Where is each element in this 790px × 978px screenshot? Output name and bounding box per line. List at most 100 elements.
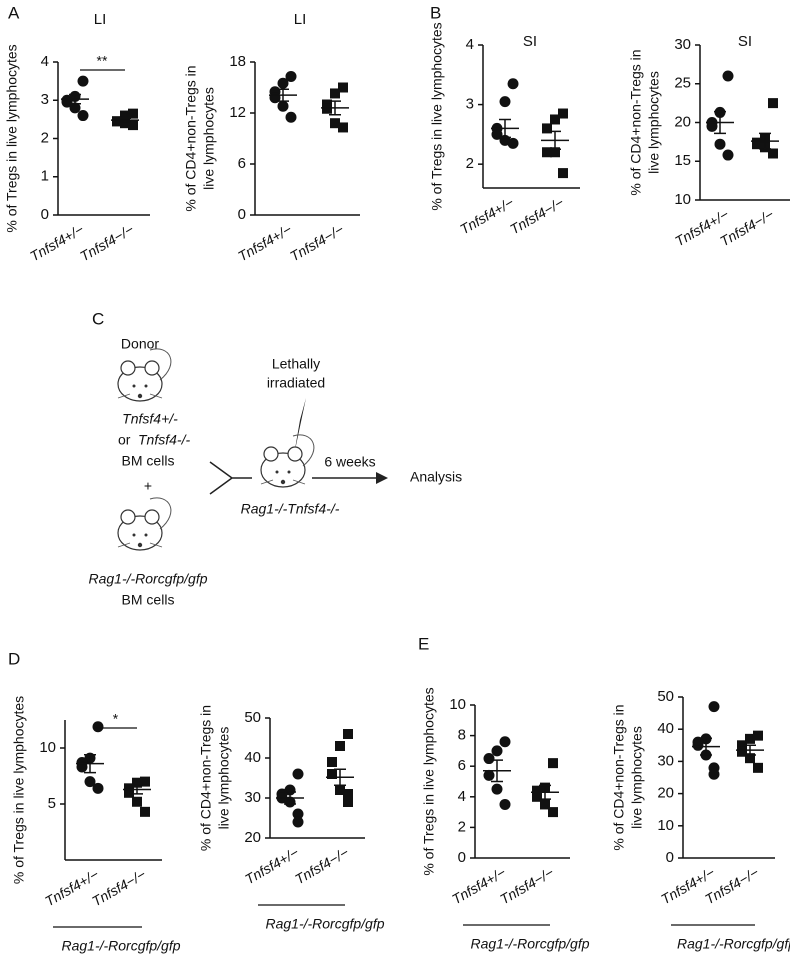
mouse-icon (260, 434, 315, 488)
data-point (277, 100, 289, 112)
error-bar (277, 88, 289, 102)
y-tick-label: 4 (458, 788, 466, 805)
x-tick-label: Tnfsf4+/− (449, 864, 508, 907)
data-point (140, 776, 150, 787)
data-point (292, 816, 304, 828)
data-point (558, 108, 568, 119)
y-tick-label: 0 (41, 206, 49, 223)
group-label: Rag1-/-Rorcgfp/gfp (470, 936, 589, 952)
significance-label: ** (97, 53, 108, 69)
mouse-icon (117, 348, 172, 402)
chart-title: LI (94, 11, 107, 28)
error-bar (284, 791, 296, 805)
data-point (692, 739, 704, 751)
error-bar (119, 117, 131, 123)
data-point (708, 768, 720, 780)
data-point (330, 88, 340, 99)
y-tick-label: 5 (48, 795, 56, 812)
y-axis-label: % of Tregs in live lymphocytes (11, 696, 27, 884)
y-axis-label: % of CD4+non-Tregs in (183, 65, 199, 211)
data-point (753, 762, 763, 773)
data-point (714, 138, 726, 150)
diagram-text: Rag1-/-Tnfsf4-/- (241, 501, 340, 517)
y-tick-label: 6 (458, 757, 466, 774)
chart: 0 10 20 30 40 50 % of CD4+non-Tregs in live lym… (611, 688, 790, 952)
y-tick-label: 4 (466, 36, 474, 53)
error-bar (759, 132, 771, 150)
x-tick-label: Tnfsf4+/− (235, 221, 294, 264)
group-label: Rag1-/-Rorcgfp/gfp (61, 938, 180, 954)
chart: 10 15 20 25 30 % of CD4+non-Tregs in live lymp… (628, 33, 790, 249)
data-point (550, 147, 560, 158)
y-axis-label: live lymphocytes (629, 726, 645, 829)
data-point (338, 82, 348, 93)
data-point (558, 168, 568, 179)
error-bar (84, 753, 96, 774)
y-tick-label: 8 (458, 727, 466, 744)
syringe-icon (294, 398, 306, 455)
data-point (532, 791, 542, 802)
data-point (343, 797, 353, 807)
data-point (338, 122, 348, 133)
data-point (128, 108, 138, 119)
data-point (491, 783, 503, 795)
diagram-text: Rag1-/-Rorcgfp/gfp (88, 571, 207, 587)
data-point (507, 78, 519, 90)
y-tick-label: 30 (657, 752, 674, 769)
data-point (277, 77, 289, 89)
x-tick-label: Tnfsf4−/− (507, 194, 566, 237)
data-point (737, 746, 747, 757)
data-point (285, 70, 297, 82)
y-tick-label: 4 (41, 53, 49, 70)
y-tick-label: 20 (244, 829, 261, 846)
chart-title: SI (523, 33, 537, 50)
data-point (292, 808, 304, 820)
diagram-text: + (144, 478, 152, 494)
data-point (550, 114, 560, 125)
y-tick-label: 50 (657, 688, 674, 705)
data-point (84, 776, 96, 788)
data-point (499, 798, 511, 810)
data-point (140, 806, 150, 817)
x-tick-label: Tnfsf4+/− (27, 221, 86, 264)
chart: 0 2 4 6 8 10 % of Tregs in live lymphocytes E Tn… (418, 634, 590, 951)
data-point (285, 111, 297, 123)
y-axis-label: % of CD4+non-Tregs in (198, 705, 214, 851)
diagram-text: BM cells (122, 592, 175, 608)
data-point (540, 799, 550, 810)
y-tick-label: 40 (244, 749, 261, 766)
y-tick-label: 30 (674, 36, 691, 53)
data-point (745, 733, 755, 744)
data-point (343, 789, 353, 799)
diagram-text: irradiated (267, 375, 325, 391)
data-point (92, 782, 104, 794)
data-point (542, 147, 552, 158)
error-bar (700, 737, 712, 756)
group-label: Rag1-/-Rorcgfp/gfp (677, 936, 790, 952)
x-tick-label: Tnfsf4+/− (242, 844, 301, 887)
data-point (112, 116, 122, 127)
y-tick-label: 1 (41, 168, 49, 185)
x-tick-label: Tnfsf4−/− (287, 221, 346, 264)
error-bar (334, 768, 346, 786)
data-point (737, 740, 747, 751)
data-point (542, 123, 552, 134)
y-tick-label: 15 (674, 152, 691, 169)
x-tick-label: Tnfsf4−/− (497, 864, 556, 907)
y-axis-label: live lymphocytes (646, 71, 662, 174)
arrow-head (376, 472, 388, 484)
panel-label: A (8, 3, 20, 22)
data-point (132, 777, 142, 788)
data-point (532, 785, 542, 796)
panel-label: E (418, 634, 429, 653)
y-tick-label: 20 (674, 113, 691, 130)
chart: 2 3 4 % of Tregs in live lymphocytes SI B Tnfs… (429, 3, 580, 237)
panel-label: D (8, 649, 20, 668)
y-tick-label: 0 (458, 849, 466, 866)
chart: 0 6 12 18 % of CD4+non-Tregs in live lymphocy… (183, 11, 360, 264)
data-point (491, 745, 503, 757)
y-axis-label: % of Tregs in live lymphocytes (421, 687, 437, 875)
diagram-text: Analysis (410, 469, 462, 485)
chart: 5 10 % of Tregs in live lymphocytes D Tnfsf4… (8, 649, 181, 953)
